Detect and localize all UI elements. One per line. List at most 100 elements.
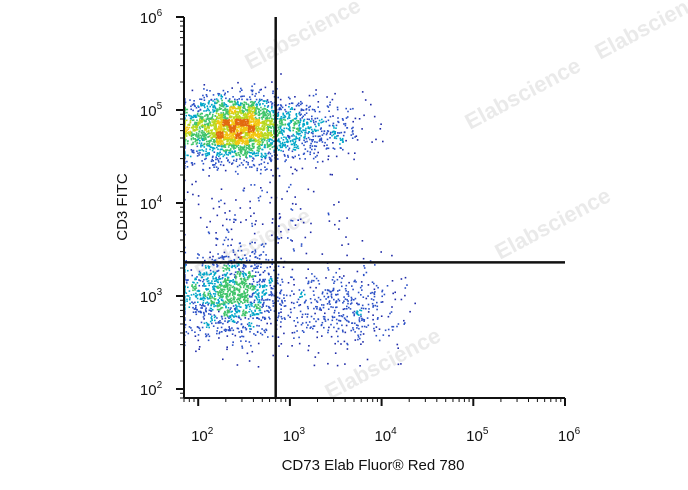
event-point	[265, 329, 268, 332]
event-point	[219, 151, 221, 154]
event-point	[298, 112, 300, 115]
event-point	[305, 132, 307, 134]
event-point	[204, 129, 206, 131]
event-point	[302, 153, 305, 155]
event-point	[334, 342, 336, 345]
event-point	[206, 140, 208, 143]
event-point	[245, 340, 247, 342]
event-point	[237, 143, 240, 145]
event-point	[250, 310, 253, 312]
event-point	[261, 143, 264, 145]
event-point	[273, 128, 275, 130]
event-point	[244, 304, 247, 306]
event-point	[293, 293, 295, 295]
event-point	[277, 114, 280, 117]
event-point	[191, 119, 194, 122]
event-point	[313, 325, 316, 327]
event-point	[252, 163, 255, 166]
event-point	[212, 148, 214, 150]
event-point	[208, 100, 210, 103]
event-point	[291, 107, 293, 109]
event-point	[213, 139, 215, 141]
event-point	[284, 318, 286, 320]
event-point	[204, 120, 206, 123]
event-point	[380, 251, 382, 253]
event-point	[258, 98, 261, 101]
event-point	[276, 154, 278, 156]
event-point	[217, 141, 220, 144]
event-point	[199, 310, 202, 313]
event-point	[259, 109, 262, 112]
event-point	[244, 138, 247, 140]
event-point	[391, 329, 394, 331]
event-point	[320, 324, 323, 326]
event-point	[241, 283, 244, 286]
event-point	[373, 115, 376, 118]
event-point	[276, 236, 279, 238]
event-point	[329, 137, 331, 139]
event-point	[321, 253, 324, 255]
event-point	[316, 117, 319, 120]
event-point	[228, 99, 231, 102]
event-point	[219, 296, 222, 298]
event-point	[257, 307, 260, 309]
event-point	[219, 291, 221, 293]
event-point	[214, 124, 217, 127]
event-point	[258, 150, 260, 152]
event-point	[261, 299, 263, 301]
event-point	[239, 148, 242, 150]
event-point	[256, 122, 259, 124]
event-point	[297, 219, 299, 221]
event-point	[203, 84, 206, 86]
event-point	[266, 142, 269, 144]
event-point	[251, 118, 253, 121]
event-point	[216, 158, 219, 160]
event-point	[196, 125, 198, 128]
event-point	[235, 143, 238, 146]
event-point	[241, 345, 243, 348]
event-point	[233, 139, 236, 142]
event-point	[278, 107, 281, 109]
event-point	[226, 140, 229, 143]
event-point	[258, 309, 261, 312]
event-point	[357, 334, 359, 337]
event-point	[292, 248, 295, 250]
event-point	[190, 137, 193, 140]
event-point	[233, 280, 235, 283]
event-point	[200, 142, 203, 144]
event-point	[371, 281, 374, 283]
event-point	[230, 260, 233, 262]
event-point	[224, 103, 226, 106]
event-point	[285, 159, 287, 161]
event-point	[256, 257, 259, 259]
event-point	[316, 331, 319, 333]
event-point	[262, 141, 264, 143]
event-point	[310, 301, 313, 304]
event-point	[302, 122, 305, 125]
event-point	[271, 120, 273, 122]
event-point	[224, 330, 227, 332]
event-point	[218, 275, 221, 278]
event-point	[196, 112, 199, 115]
event-point	[278, 131, 281, 133]
event-point	[213, 166, 215, 168]
event-point	[191, 104, 194, 106]
event-point	[207, 298, 209, 300]
event-point	[234, 98, 236, 101]
event-point	[260, 158, 263, 161]
event-point	[250, 136, 252, 138]
event-point	[187, 279, 189, 281]
event-point	[360, 315, 362, 318]
event-point	[229, 260, 232, 262]
event-point	[208, 313, 210, 315]
event-point	[313, 318, 315, 320]
event-point	[237, 298, 240, 300]
event-point	[209, 146, 212, 148]
event-point	[218, 108, 220, 111]
event-point	[190, 162, 193, 164]
event-point	[332, 133, 335, 136]
event-point	[257, 295, 260, 297]
event-point	[239, 128, 241, 130]
event-point	[264, 169, 267, 171]
event-point	[228, 281, 231, 284]
